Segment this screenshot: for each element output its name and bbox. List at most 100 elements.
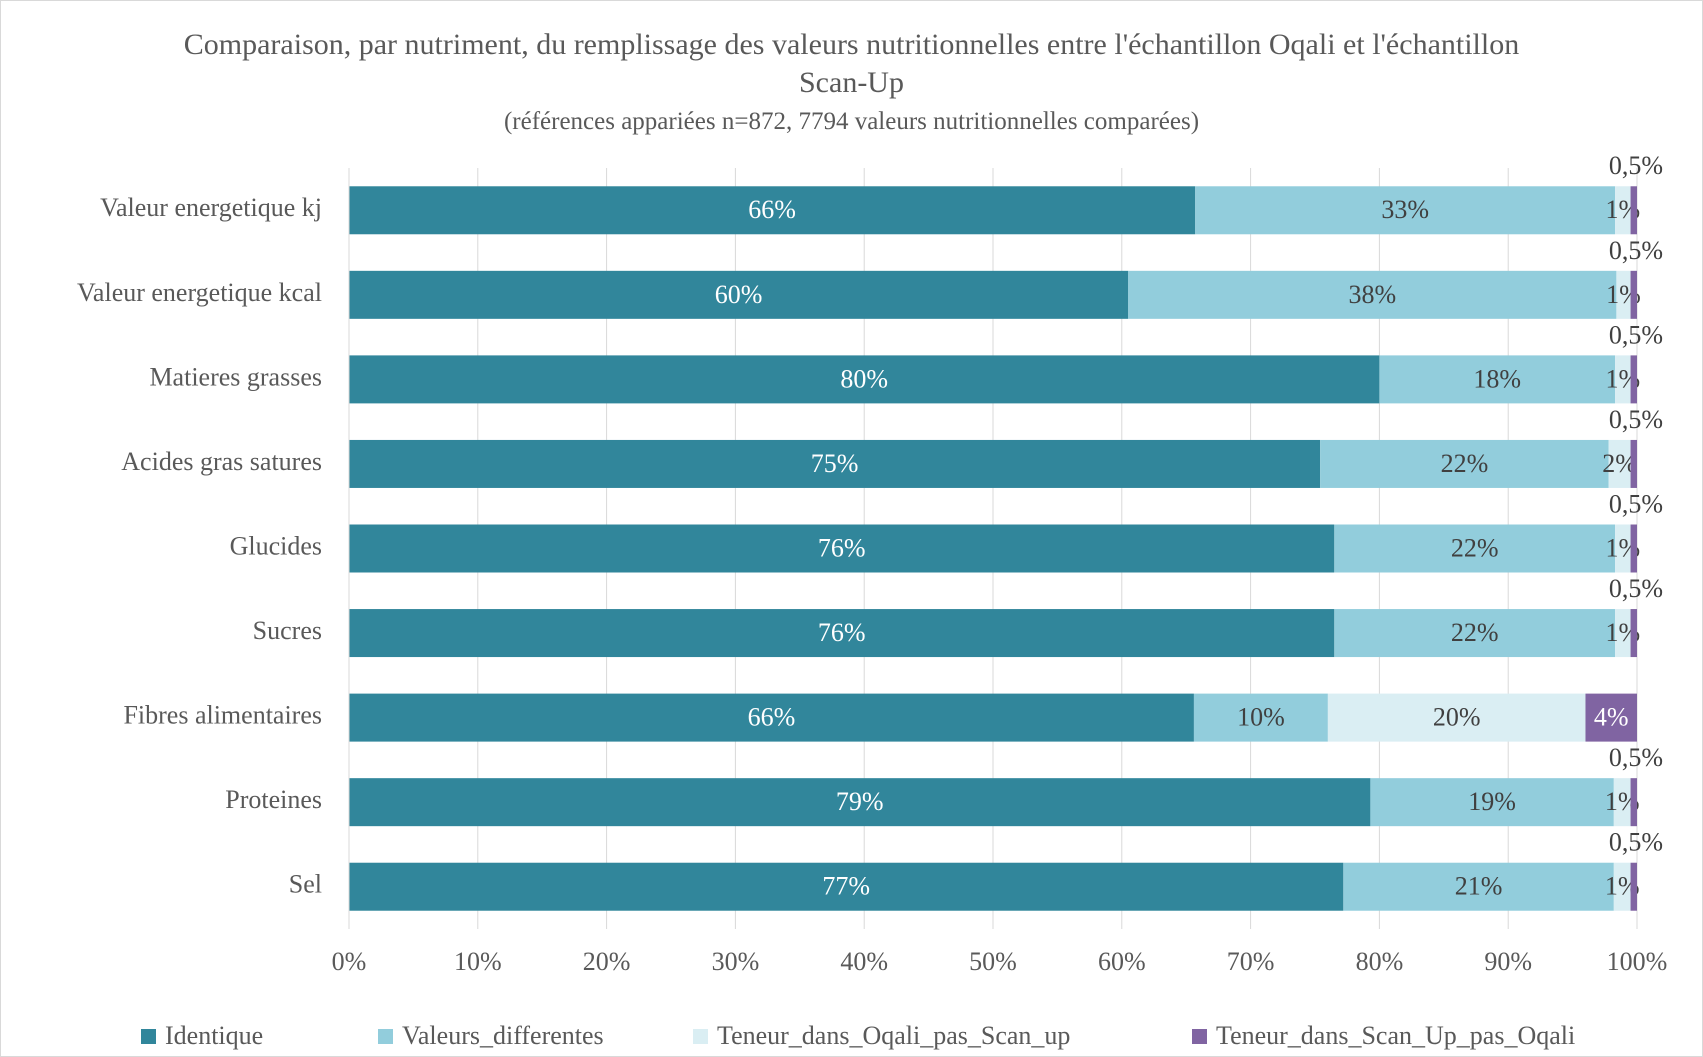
- bar-segment: [1370, 778, 1614, 827]
- legend-item: Teneur_dans_Oqali_pas_Scan_up: [693, 1021, 1070, 1050]
- bar-segment: [1327, 693, 1586, 742]
- y-tick-label: Fibres alimentaires: [123, 701, 322, 730]
- data-label: 0,5%: [1609, 574, 1663, 603]
- titles: Comparaison, par nutriment, du remplissa…: [0, 26, 1703, 140]
- data-label: 21%: [1455, 872, 1503, 901]
- bar-segment: [1615, 186, 1631, 235]
- data-label: 19%: [1468, 787, 1516, 816]
- legend-label: Identique: [165, 1021, 263, 1050]
- data-label: 4%: [1594, 703, 1629, 732]
- legend-item: Valeurs_differentes: [378, 1021, 604, 1050]
- legend-item: Teneur_dans_Scan_Up_pas_Oqali: [1192, 1021, 1575, 1050]
- bar-segment: [1343, 862, 1614, 911]
- legend-swatch: [693, 1029, 708, 1044]
- y-tick-label: Glucides: [230, 531, 322, 560]
- bar-segment: [349, 778, 1371, 827]
- x-tick-label: 80%: [1356, 947, 1404, 976]
- bar-segment: [349, 439, 1321, 488]
- data-label: 76%: [818, 533, 866, 562]
- bar-segment: [1585, 693, 1637, 742]
- y-tick-label: Sel: [289, 870, 322, 899]
- y-tick-label: Valeur energetique kj: [100, 193, 322, 222]
- bar-segment: [1630, 270, 1637, 319]
- data-label: 18%: [1473, 364, 1521, 393]
- x-tick-label: 20%: [583, 947, 631, 976]
- data-label: 22%: [1451, 618, 1499, 647]
- bar-segment: [349, 609, 1335, 658]
- bar-segment: [1195, 186, 1616, 235]
- x-tick-label: 70%: [1227, 947, 1275, 976]
- legend-swatch: [378, 1029, 393, 1044]
- bar-segment: [1128, 270, 1617, 319]
- x-tick-label: 60%: [1098, 947, 1146, 976]
- data-label: 66%: [748, 703, 796, 732]
- bar-segment: [1193, 693, 1328, 742]
- x-tick-label: 50%: [969, 947, 1017, 976]
- x-tick-label: 30%: [712, 947, 760, 976]
- x-tick-label: 40%: [840, 947, 888, 976]
- data-label: 77%: [822, 872, 870, 901]
- data-label: 20%: [1433, 703, 1481, 732]
- y-tick-label: Valeur energetique kcal: [77, 278, 322, 307]
- bar-segment: [1630, 609, 1637, 658]
- bar-segment: [1334, 524, 1616, 573]
- data-label: 33%: [1381, 195, 1429, 224]
- y-tick-label: Sucres: [253, 616, 322, 645]
- data-label: 10%: [1237, 703, 1285, 732]
- chart-title: Comparaison, par nutriment, du remplissa…: [183, 28, 1520, 99]
- data-label: 0,5%: [1609, 236, 1663, 265]
- data-label: 66%: [748, 195, 796, 224]
- data-label: 22%: [1451, 533, 1499, 562]
- legend-swatch: [1192, 1029, 1207, 1044]
- data-label: 0,5%: [1609, 743, 1663, 772]
- data-label: 22%: [1441, 449, 1489, 478]
- bar-segment: [1630, 862, 1637, 911]
- bar-segment: [349, 270, 1129, 319]
- bar-segment: [349, 524, 1335, 573]
- y-tick-label: Acides gras satures: [121, 447, 322, 476]
- legend-label: Valeurs_differentes: [402, 1021, 604, 1050]
- bar-segment: [349, 862, 1344, 911]
- data-label: 38%: [1348, 280, 1396, 309]
- bar-segment: [1615, 355, 1631, 404]
- data-label: 80%: [840, 364, 888, 393]
- bar-segment: [1630, 778, 1637, 827]
- data-label: 0,5%: [1609, 828, 1663, 857]
- data-label: 0,5%: [1609, 320, 1663, 349]
- data-label: 60%: [715, 280, 763, 309]
- bar-segment: [1613, 778, 1631, 827]
- chart-subtitle: (références appariées n=872, 7794 valeur…: [503, 108, 1200, 135]
- bar-segment: [1613, 862, 1631, 911]
- bar-segment: [1334, 609, 1616, 658]
- data-label: 0,5%: [1609, 151, 1663, 180]
- x-tick-label: 0%: [332, 947, 367, 976]
- data-label: 0,5%: [1609, 489, 1663, 518]
- bar-segment: [1616, 270, 1631, 319]
- bar-segment: [1608, 439, 1631, 488]
- data-label: 76%: [818, 618, 866, 647]
- x-tick-label: 10%: [454, 947, 502, 976]
- bar-segment: [1630, 355, 1637, 404]
- legend-label: Teneur_dans_Scan_Up_pas_Oqali: [1216, 1021, 1575, 1050]
- bar-segment: [349, 355, 1380, 404]
- bar-segment: [1630, 439, 1637, 488]
- bar-segment: [1615, 609, 1631, 658]
- bar-segment: [1630, 524, 1637, 573]
- x-tick-label: 90%: [1484, 947, 1532, 976]
- bar-segment: [349, 693, 1194, 742]
- y-tick-label: Matieres grasses: [149, 362, 322, 391]
- data-label: 79%: [836, 787, 884, 816]
- bar-segment: [1320, 439, 1609, 488]
- legend-label: Teneur_dans_Oqali_pas_Scan_up: [717, 1021, 1070, 1050]
- x-tick-label: 100%: [1607, 947, 1668, 976]
- legend-item: Identique: [141, 1021, 263, 1050]
- data-label: 75%: [811, 449, 859, 478]
- data-label: 0,5%: [1609, 405, 1663, 434]
- legend-swatch: [141, 1029, 156, 1044]
- y-tick-label: Proteines: [225, 785, 322, 814]
- bar-segment: [1615, 524, 1631, 573]
- bar-segment: [349, 186, 1196, 235]
- bar-segment: [1630, 186, 1637, 235]
